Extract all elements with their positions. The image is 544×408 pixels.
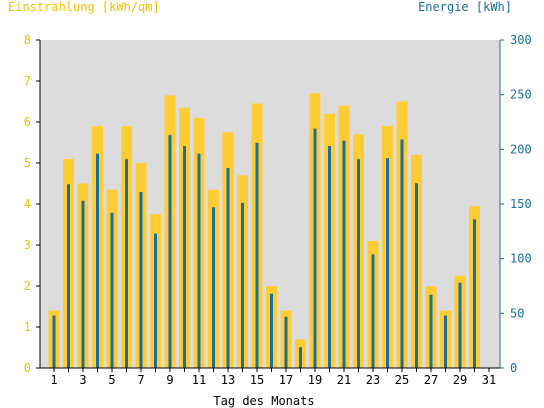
energy-bar <box>96 153 99 368</box>
right-axis-title: Energie [kWh] <box>418 0 512 14</box>
left-axis-tick-label: 8 <box>24 33 31 47</box>
x-axis-tick-label: 1 <box>50 373 57 387</box>
x-axis-tick-label: 13 <box>221 373 235 387</box>
energy-bar <box>212 207 215 368</box>
energy-bar <box>371 254 375 368</box>
right-axis-tick-label: 100 <box>510 252 532 266</box>
x-axis-tick-label: 21 <box>337 373 351 387</box>
energy-bar <box>110 212 114 368</box>
energy-bar <box>270 293 273 368</box>
x-axis-tick-label: 11 <box>192 373 206 387</box>
energy-bar <box>168 135 172 368</box>
energy-bar <box>226 167 230 368</box>
energy-bar <box>400 139 404 368</box>
right-axis-tick-label: 0 <box>510 361 517 375</box>
energy-bar <box>299 347 302 368</box>
energy-bar <box>313 128 317 368</box>
x-axis-tick-label: 9 <box>166 373 173 387</box>
energy-bar <box>154 233 157 368</box>
x-axis-tick-label: 3 <box>79 373 86 387</box>
right-axis-tick-label: 50 <box>510 306 524 320</box>
energy-bar <box>81 200 85 368</box>
right-axis-tick-label: 200 <box>510 142 532 156</box>
x-axis-tick-label: 27 <box>424 373 438 387</box>
x-axis-tick-label: 25 <box>395 373 409 387</box>
right-axis-tick-label: 300 <box>510 33 532 47</box>
energy-bar <box>241 202 244 368</box>
energy-bar <box>458 282 462 368</box>
energy-bar <box>67 184 70 368</box>
x-axis-tick-label: 17 <box>279 373 293 387</box>
energy-bar <box>197 153 201 368</box>
left-axis-tick-label: 6 <box>24 115 31 129</box>
x-axis-tick-label: 23 <box>366 373 380 387</box>
energy-bar <box>52 315 56 368</box>
energy-bar <box>125 159 128 368</box>
energy-bar <box>429 294 433 368</box>
left-axis-tick-label: 2 <box>24 279 31 293</box>
energy-bar <box>386 158 389 368</box>
left-axis-tick-label: 0 <box>24 361 31 375</box>
energy-bar <box>357 159 360 368</box>
left-axis-tick-label: 4 <box>24 197 31 211</box>
x-axis-tick-label: 15 <box>250 373 264 387</box>
left-axis-title: Einstrahlung [kWh/qm] <box>8 0 160 14</box>
x-axis-tick-label: 31 <box>482 373 496 387</box>
energy-bar <box>444 315 447 368</box>
left-axis-tick-label: 7 <box>24 74 31 88</box>
energy-bar <box>255 142 259 368</box>
energy-bar <box>328 146 331 368</box>
x-axis-tick-label: 29 <box>453 373 467 387</box>
energy-bar <box>139 191 143 368</box>
energy-bar <box>284 316 288 368</box>
x-axis-title: Tag des Monats <box>213 394 314 408</box>
x-axis-tick-label: 5 <box>108 373 115 387</box>
right-axis-tick-label: 250 <box>510 88 532 102</box>
right-axis-tick-label: 150 <box>510 197 532 211</box>
left-axis-tick-label: 3 <box>24 238 31 252</box>
energy-bar <box>183 146 186 368</box>
energy-bar <box>415 183 418 368</box>
bars-group <box>48 93 480 369</box>
energy-bar <box>342 140 346 368</box>
energy-bar <box>473 219 476 368</box>
left-axis-tick-label: 1 <box>24 320 31 334</box>
left-axis-tick-label: 5 <box>24 156 31 170</box>
x-axis-tick-label: 19 <box>308 373 322 387</box>
x-axis-tick-label: 7 <box>137 373 144 387</box>
